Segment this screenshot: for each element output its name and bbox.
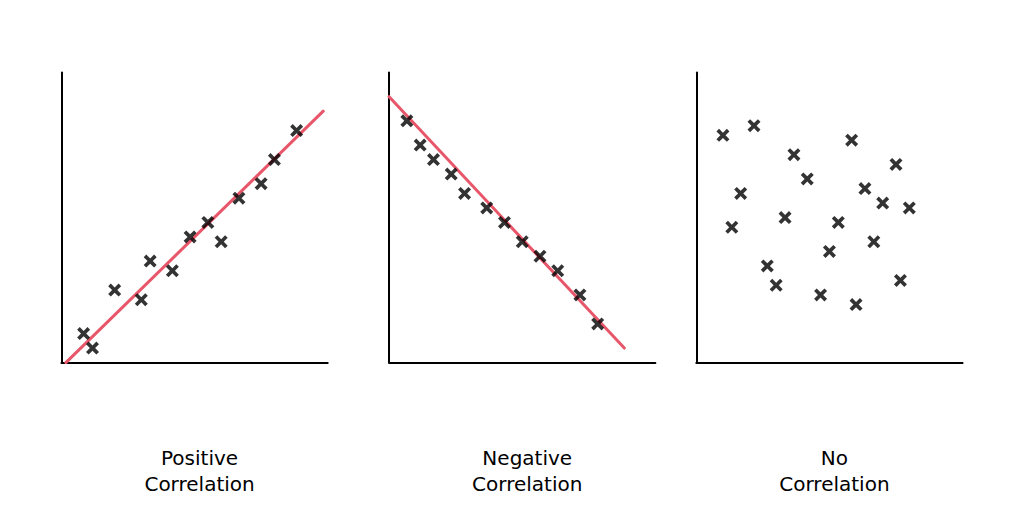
svg-text:Positive: Positive (161, 446, 238, 470)
svg-text:No: No (821, 446, 848, 470)
svg-text:Correlation: Correlation (779, 472, 889, 496)
svg-text:Correlation: Correlation (144, 472, 254, 496)
svg-text:Negative: Negative (482, 446, 572, 470)
svg-text:Correlation: Correlation (472, 472, 582, 496)
